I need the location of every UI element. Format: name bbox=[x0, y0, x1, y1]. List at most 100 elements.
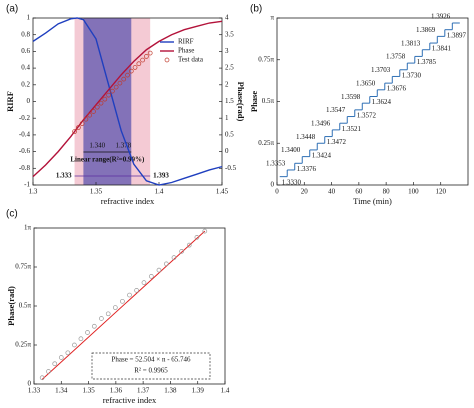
test-point bbox=[110, 88, 115, 94]
x-tick-label: 1.3 bbox=[29, 188, 38, 196]
y-tick-label: -0.2 bbox=[19, 114, 31, 122]
y-tick-label: 0.25π bbox=[258, 139, 274, 147]
data-point bbox=[39, 375, 45, 381]
test-point bbox=[128, 68, 134, 74]
y-axis-label: RIRF bbox=[5, 91, 15, 112]
data-point bbox=[58, 355, 64, 360]
annotation-box bbox=[91, 352, 211, 380]
curve bbox=[32, 17, 223, 186]
test-point bbox=[117, 80, 123, 86]
x-tick-label: 1.4 bbox=[155, 188, 164, 196]
panel-label: (b) bbox=[250, 4, 262, 15]
data-point bbox=[127, 292, 132, 298]
test-point bbox=[91, 109, 96, 114]
legend-label: RIRF bbox=[178, 38, 194, 46]
y2-tick-label: 0.5 bbox=[225, 131, 234, 139]
y2-tick-label: 1 bbox=[225, 114, 229, 122]
x-tick-label: 0 bbox=[275, 188, 279, 196]
step-label: 1.3624 bbox=[372, 98, 392, 106]
step-label: 1.3650 bbox=[356, 79, 376, 87]
y-tick-label: 1π bbox=[24, 224, 32, 232]
data-point bbox=[112, 305, 118, 310]
x-tick-label: 20 bbox=[301, 188, 309, 196]
test-point bbox=[102, 96, 108, 102]
test-point bbox=[121, 76, 127, 82]
y-tick-label: 0 bbox=[28, 380, 32, 388]
test-point bbox=[76, 125, 81, 130]
y2-tick-label: -0.5 bbox=[225, 164, 237, 172]
data-point bbox=[148, 274, 154, 279]
x-tick-label: 1.37 bbox=[137, 387, 150, 395]
test-point bbox=[144, 54, 149, 59]
step-label: 1.3897 bbox=[447, 31, 467, 39]
data-point bbox=[134, 288, 139, 293]
test-point bbox=[136, 61, 142, 67]
data-point bbox=[120, 298, 125, 304]
x-axis-label: refractive index bbox=[101, 196, 155, 206]
x-tick-label: 1.36 bbox=[110, 387, 123, 395]
range-label: Linear range(R²=0.99%) bbox=[70, 156, 145, 164]
step-label: 1.3676 bbox=[387, 85, 407, 93]
test-point bbox=[98, 100, 104, 106]
y-tick-label: -0.4 bbox=[19, 131, 31, 139]
step-label: 1.3521 bbox=[342, 125, 362, 133]
x-tick-label: 1.38 bbox=[164, 387, 177, 395]
x-tick-label: 120 bbox=[435, 188, 446, 196]
step-label: 1.3448 bbox=[296, 133, 316, 141]
y-tick-label: 0.4 bbox=[21, 64, 30, 72]
step-label: 1.3496 bbox=[311, 119, 331, 127]
step-label: 1.3353 bbox=[266, 160, 286, 168]
y-tick-label: -0.6 bbox=[19, 147, 31, 155]
step-label: 1.3730 bbox=[402, 71, 422, 79]
step-label: 1.3598 bbox=[341, 93, 361, 101]
y2-tick-label: 1.5 bbox=[225, 97, 234, 105]
y2-tick-label: 2.5 bbox=[225, 64, 234, 72]
y-tick-label: 0.75π bbox=[258, 55, 274, 63]
test-point bbox=[147, 50, 153, 56]
step-label: 1.3572 bbox=[357, 111, 377, 119]
data-point bbox=[46, 369, 51, 374]
y-tick-label: 1 bbox=[27, 14, 31, 22]
data-point bbox=[72, 342, 77, 348]
step-label: 1.3376 bbox=[297, 165, 317, 173]
data-point bbox=[52, 361, 58, 367]
data-point bbox=[91, 323, 97, 329]
x-tick-label: 1.35 bbox=[90, 188, 103, 196]
test-point bbox=[72, 129, 77, 134]
step-label: 1.3472 bbox=[327, 138, 347, 146]
step-label: 1.3703 bbox=[371, 66, 391, 74]
step-label: 1.3926 bbox=[431, 13, 451, 21]
y-tick-label: 0.75π bbox=[15, 263, 31, 271]
annotation: Phase = 52.504 × n - 65.746 bbox=[111, 356, 191, 364]
range-band bbox=[83, 18, 132, 185]
x-tick-label: 1.45 bbox=[216, 188, 229, 196]
data-point bbox=[171, 255, 177, 260]
data-point bbox=[156, 267, 162, 273]
test-point bbox=[79, 121, 85, 126]
y-tick-label: 0.25π bbox=[15, 341, 31, 349]
y-tick-label: -1 bbox=[24, 181, 30, 189]
y-tick-label: -0.8 bbox=[19, 164, 31, 172]
band-edge-label: 1.333 bbox=[56, 172, 72, 180]
test-point bbox=[140, 57, 145, 63]
data-point bbox=[78, 336, 84, 342]
panel-label: (c) bbox=[6, 209, 18, 220]
panel-label: (a) bbox=[6, 4, 18, 15]
y2-tick-label: 3.5 bbox=[225, 30, 234, 38]
y-tick-label: 0 bbox=[271, 181, 275, 189]
y-axis-label: Phase bbox=[249, 91, 259, 112]
data-point bbox=[65, 350, 71, 356]
step-label: 1.3841 bbox=[432, 45, 452, 53]
step-label: 1.3785 bbox=[417, 58, 437, 66]
data-point bbox=[186, 242, 192, 248]
y-tick-label: 0 bbox=[27, 97, 31, 105]
y-tick-label: 0.8 bbox=[21, 30, 30, 38]
y2-tick-label: 0 bbox=[225, 147, 229, 155]
y-tick-label: 0.2 bbox=[21, 80, 30, 88]
step-label: 1.3424 bbox=[312, 152, 332, 160]
legend-label: Test data bbox=[178, 56, 204, 64]
step-label: 1.3758 bbox=[386, 53, 406, 61]
data-point bbox=[194, 235, 200, 240]
